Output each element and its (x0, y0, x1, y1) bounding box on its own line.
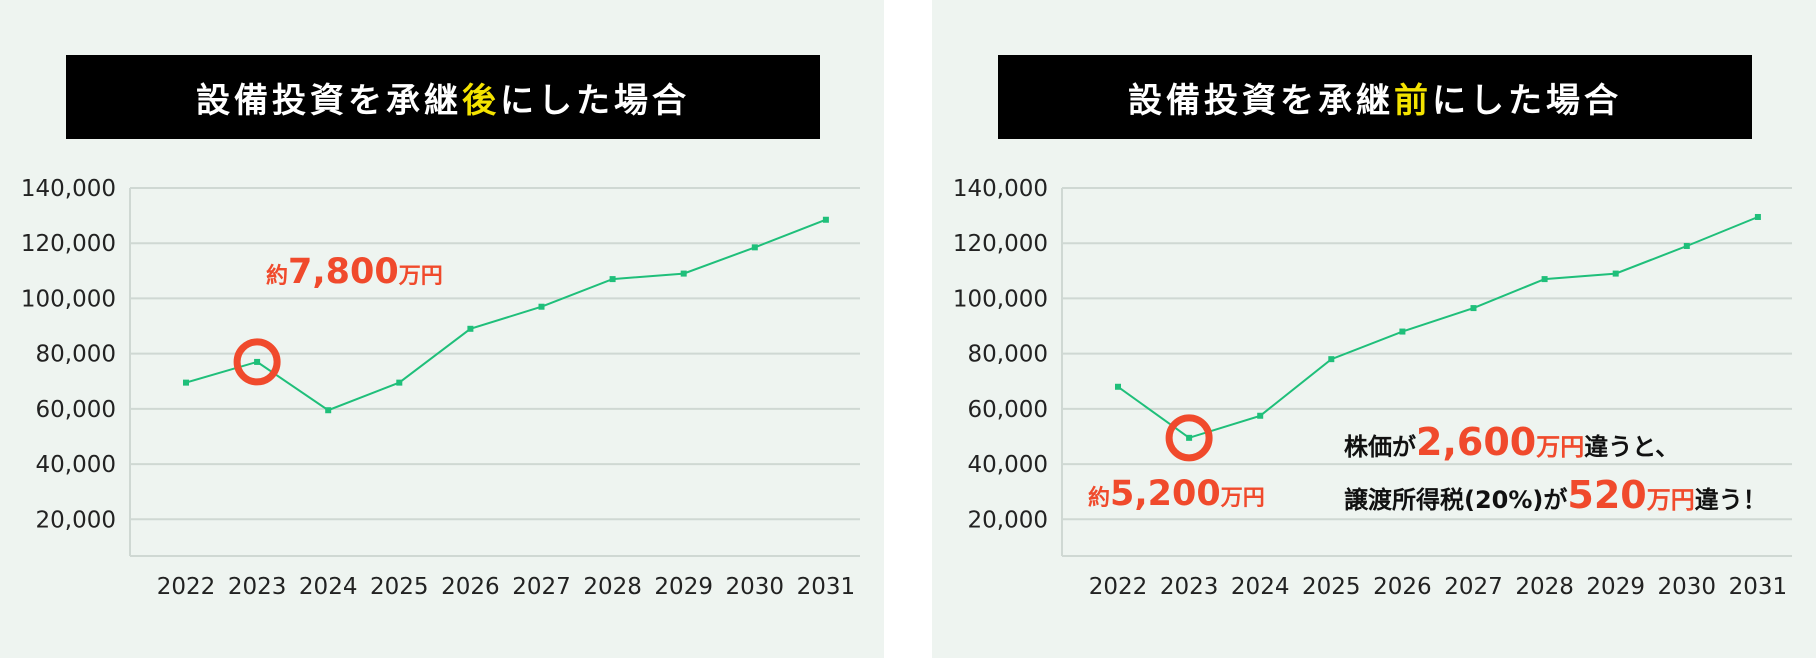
difference-note: 株価が2,600万円違うと、 譲渡所得税(20%)が520万円違う！ (1344, 418, 1767, 524)
x-tick-label: 2026 (1373, 574, 1432, 600)
right-chart-panel: 設備投資を承継前にした場合 20,000 40,000 60,000 80,000 10… (932, 0, 1816, 658)
data-point (467, 325, 474, 332)
y-tick-label: 80,000 (36, 342, 116, 368)
data-point (1399, 328, 1406, 335)
note-text-end: 違う！ (1694, 486, 1767, 514)
note-value: 2,600 (1416, 420, 1537, 464)
data-point (325, 407, 332, 414)
data-point (609, 276, 616, 283)
annotation-unit: 万円 (398, 264, 443, 289)
chart-title: 設備投資を承継後にした場合 (66, 55, 820, 139)
x-tick-label: 2029 (654, 574, 713, 600)
y-tick-label: 140,000 (953, 176, 1048, 202)
x-tick-label: 2030 (1658, 574, 1717, 600)
title-text-end: にした場合 (1432, 80, 1622, 121)
data-point (1470, 305, 1477, 312)
y-tick-label: 100,000 (21, 286, 116, 312)
data-point (822, 216, 829, 223)
title-highlight: 前 (1394, 80, 1432, 121)
highlight-circle (233, 338, 281, 386)
title-highlight: 後 (462, 80, 500, 121)
value-annotation: 約5,200万円 (1088, 474, 1265, 514)
x-tick-label: 2028 (1515, 574, 1574, 600)
x-tick-label: 2022 (157, 574, 216, 600)
data-point (1754, 213, 1761, 220)
data-point (1328, 356, 1335, 363)
note-line-1: 株価が2,600万円違うと、 (1344, 418, 1767, 471)
y-tick-label: 20,000 (968, 507, 1048, 533)
title-text: 設備投資を承継 (196, 80, 462, 121)
annotation-prefix: 約 (1088, 486, 1111, 511)
x-tick-label: 2023 (1160, 574, 1219, 600)
annotation-prefix: 約 (266, 264, 289, 289)
x-tick-label: 2028 (583, 574, 642, 600)
title-text-end: にした場合 (500, 80, 690, 121)
chart-title: 設備投資を承継前にした場合 (998, 55, 1752, 139)
x-tick-label: 2030 (726, 574, 785, 600)
highlight-circle (1165, 414, 1213, 462)
annotation-value: 7,800 (288, 252, 399, 292)
left-chart-panel: 設備投資を承継後にした場合 20,000 40,000 60,000 80,000 10… (0, 0, 884, 658)
x-tick-label: 2031 (797, 574, 856, 600)
annotation-value: 5,200 (1110, 474, 1221, 514)
note-text-end: 違うと、 (1584, 433, 1680, 461)
y-tick-label: 40,000 (968, 452, 1048, 478)
data-point (751, 244, 758, 251)
value-annotation: 約7,800万円 (266, 252, 443, 292)
note-unit: 万円 (1646, 486, 1695, 514)
data-point (680, 270, 687, 277)
y-tick-label: 140,000 (21, 176, 116, 202)
data-point (1115, 383, 1121, 390)
data-point (1541, 276, 1548, 283)
data-point (538, 303, 545, 310)
y-tick-label: 80,000 (968, 342, 1048, 368)
x-tick-label: 2025 (1302, 574, 1361, 600)
data-point (254, 358, 261, 365)
note-unit: 万円 (1536, 433, 1585, 461)
x-tick-label: 2022 (1089, 574, 1148, 600)
y-tick-label: 100,000 (953, 286, 1048, 312)
series-line (1117, 216, 1759, 439)
y-tick-label: 60,000 (968, 397, 1048, 423)
data-point (1186, 434, 1193, 441)
x-tick-label: 2025 (370, 574, 429, 600)
data-point (1612, 270, 1619, 277)
data-point (1257, 412, 1264, 419)
title-text: 設備投資を承継 (1128, 80, 1394, 121)
x-tick-label: 2023 (228, 574, 287, 600)
data-point (1683, 242, 1690, 249)
x-tick-label: 2027 (1444, 574, 1503, 600)
data-point (183, 379, 189, 386)
y-tick-label: 60,000 (36, 397, 116, 423)
y-tick-label: 40,000 (36, 452, 116, 478)
y-tick-label: 120,000 (21, 231, 116, 257)
note-text: 譲渡所得税(20%)が (1344, 486, 1568, 514)
line-chart: 20,000 40,000 60,000 80,000 100,000 120,000 14… (953, 176, 1792, 600)
x-tick-label: 2024 (1231, 574, 1290, 600)
note-text: 株価が (1344, 433, 1416, 461)
x-tick-label: 2031 (1729, 574, 1788, 600)
x-tick-label: 2026 (441, 574, 500, 600)
note-line-2: 譲渡所得税(20%)が520万円違う！ (1344, 471, 1767, 524)
y-tick-label: 20,000 (36, 507, 116, 533)
x-tick-label: 2024 (299, 574, 358, 600)
line-chart: 20,000 40,000 60,000 80,000 100,000 120,000 14… (21, 176, 860, 600)
y-tick-label: 120,000 (953, 231, 1048, 257)
series-line (185, 218, 827, 412)
x-tick-label: 2029 (1586, 574, 1645, 600)
x-tick-label: 2027 (512, 574, 571, 600)
note-value: 520 (1567, 473, 1647, 517)
data-point (396, 379, 403, 386)
annotation-unit: 万円 (1220, 486, 1265, 511)
